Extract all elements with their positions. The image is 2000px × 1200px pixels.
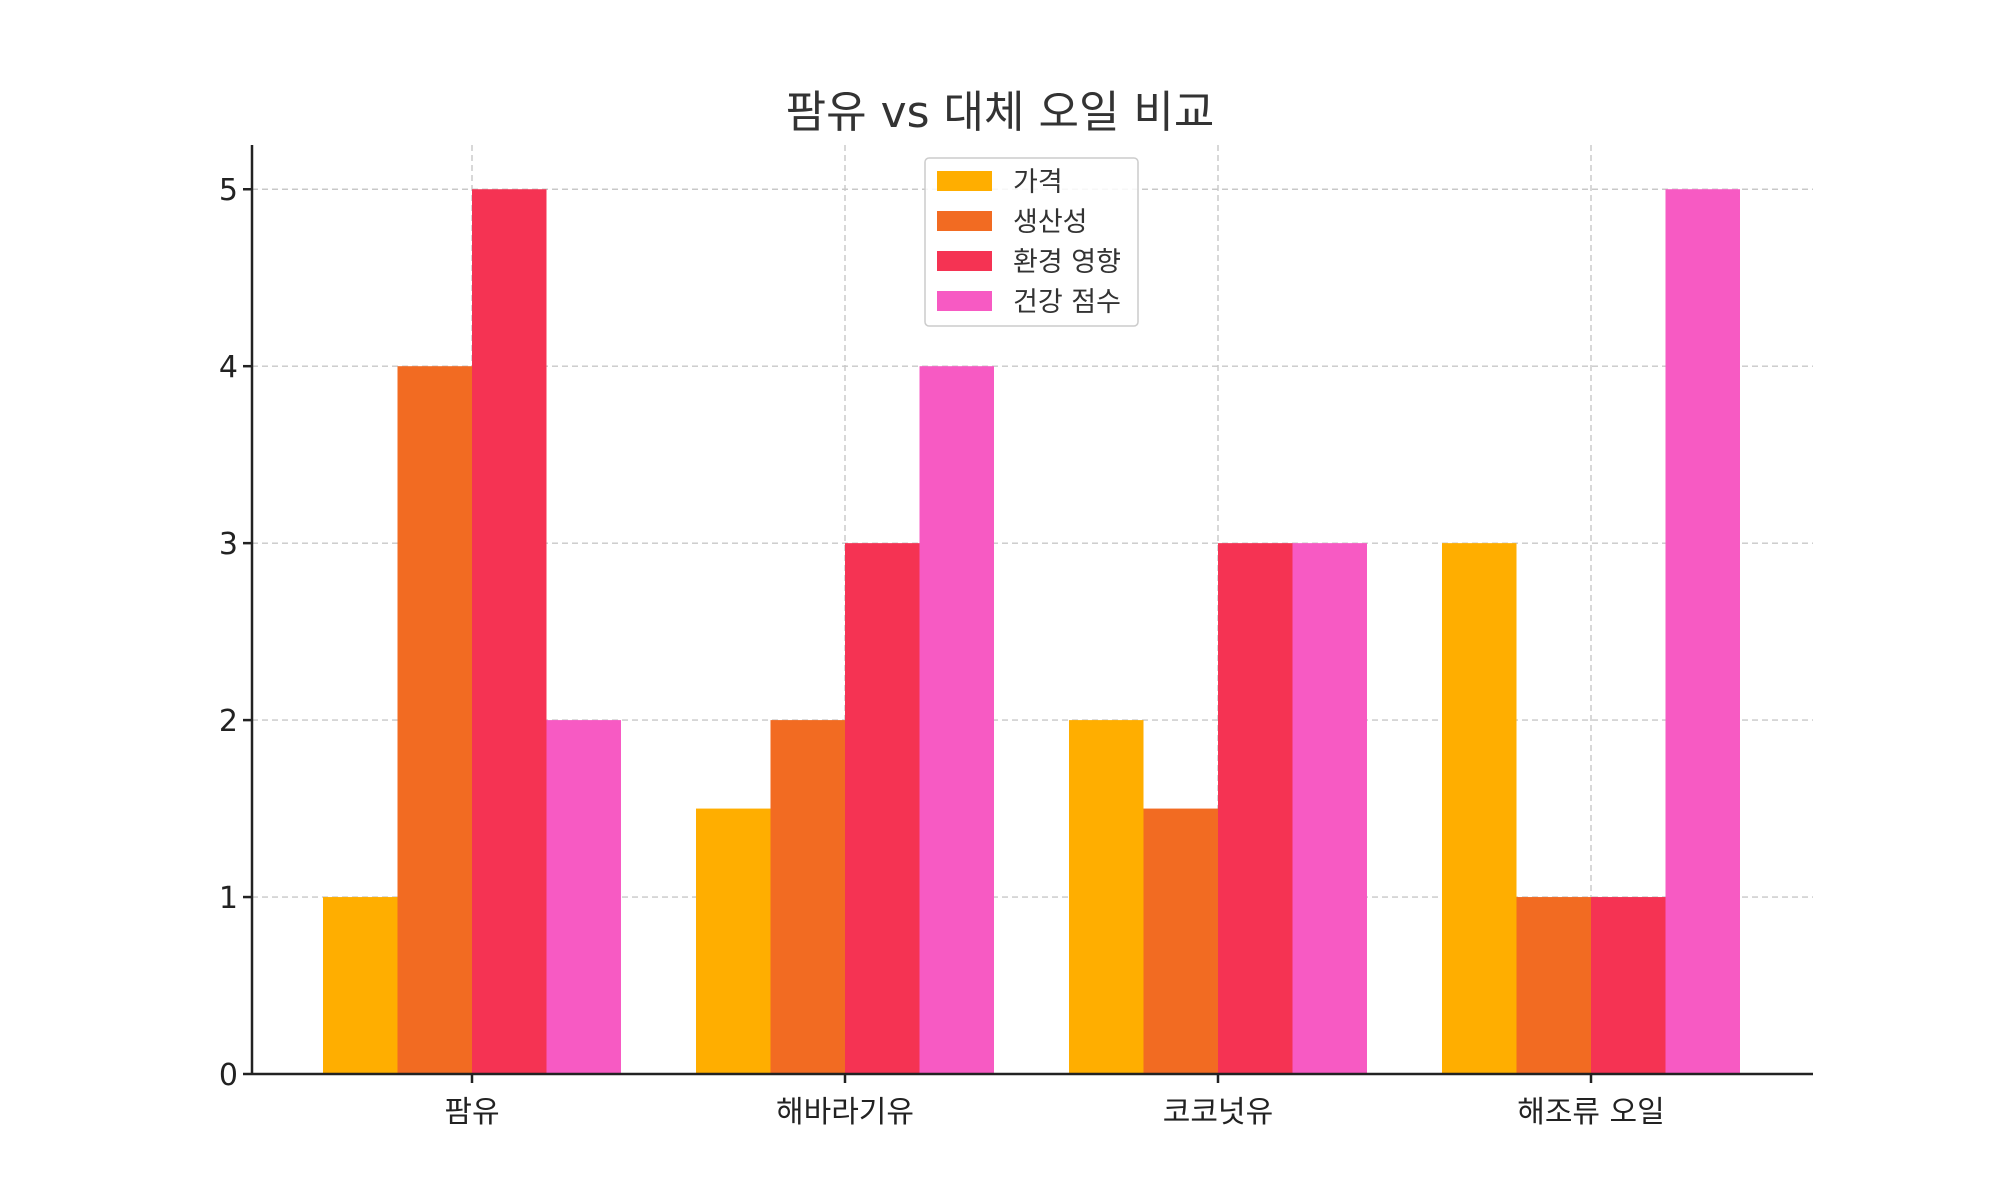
legend-label: 생산성 — [1013, 207, 1088, 238]
bars — [323, 189, 1740, 1074]
bar — [1292, 543, 1367, 1074]
bar — [696, 808, 771, 1074]
bar — [1442, 543, 1517, 1074]
y-tick-label: 5 — [219, 173, 238, 208]
legend-swatch — [937, 211, 992, 231]
x-tick-labels: 팜유 해바라기유 코코넛유 해조류 오일 — [444, 1095, 1664, 1130]
chart-title: 팜유 vs 대체 오일 비교 — [786, 87, 1215, 138]
bar — [1665, 189, 1740, 1074]
x-tick-label: 해바라기유 — [776, 1095, 914, 1130]
bar — [472, 189, 547, 1074]
bar — [919, 366, 994, 1074]
legend-swatch — [937, 171, 992, 191]
y-tick-label: 3 — [219, 527, 238, 562]
y-tick-label: 2 — [219, 704, 238, 739]
y-tick-label: 0 — [219, 1058, 238, 1093]
y-tick-label: 4 — [219, 350, 238, 385]
bar — [1218, 543, 1293, 1074]
bar — [1069, 720, 1144, 1074]
legend-label: 건강 점수 — [1013, 287, 1121, 318]
x-tick-label: 코코넛유 — [1163, 1095, 1273, 1130]
bar — [323, 897, 398, 1074]
x-tick-label: 팜유 — [444, 1095, 499, 1130]
legend-label: 환경 영향 — [1013, 247, 1121, 278]
axes — [243, 145, 1813, 1083]
legend-swatch — [937, 251, 992, 271]
bar — [1591, 897, 1666, 1074]
bar — [546, 720, 621, 1074]
bar — [770, 720, 845, 1074]
y-tick-label: 1 — [219, 881, 238, 916]
bar — [1143, 808, 1218, 1074]
legend-frame — [924, 157, 1139, 327]
y-tick-labels: 0 1 2 3 4 5 — [219, 173, 238, 1093]
bar — [1516, 897, 1591, 1074]
bar — [397, 366, 472, 1074]
legend-swatch — [937, 291, 992, 311]
legend-label: 가격 — [1013, 167, 1063, 198]
bar — [845, 543, 920, 1074]
x-tick-label: 해조류 오일 — [1517, 1095, 1665, 1130]
